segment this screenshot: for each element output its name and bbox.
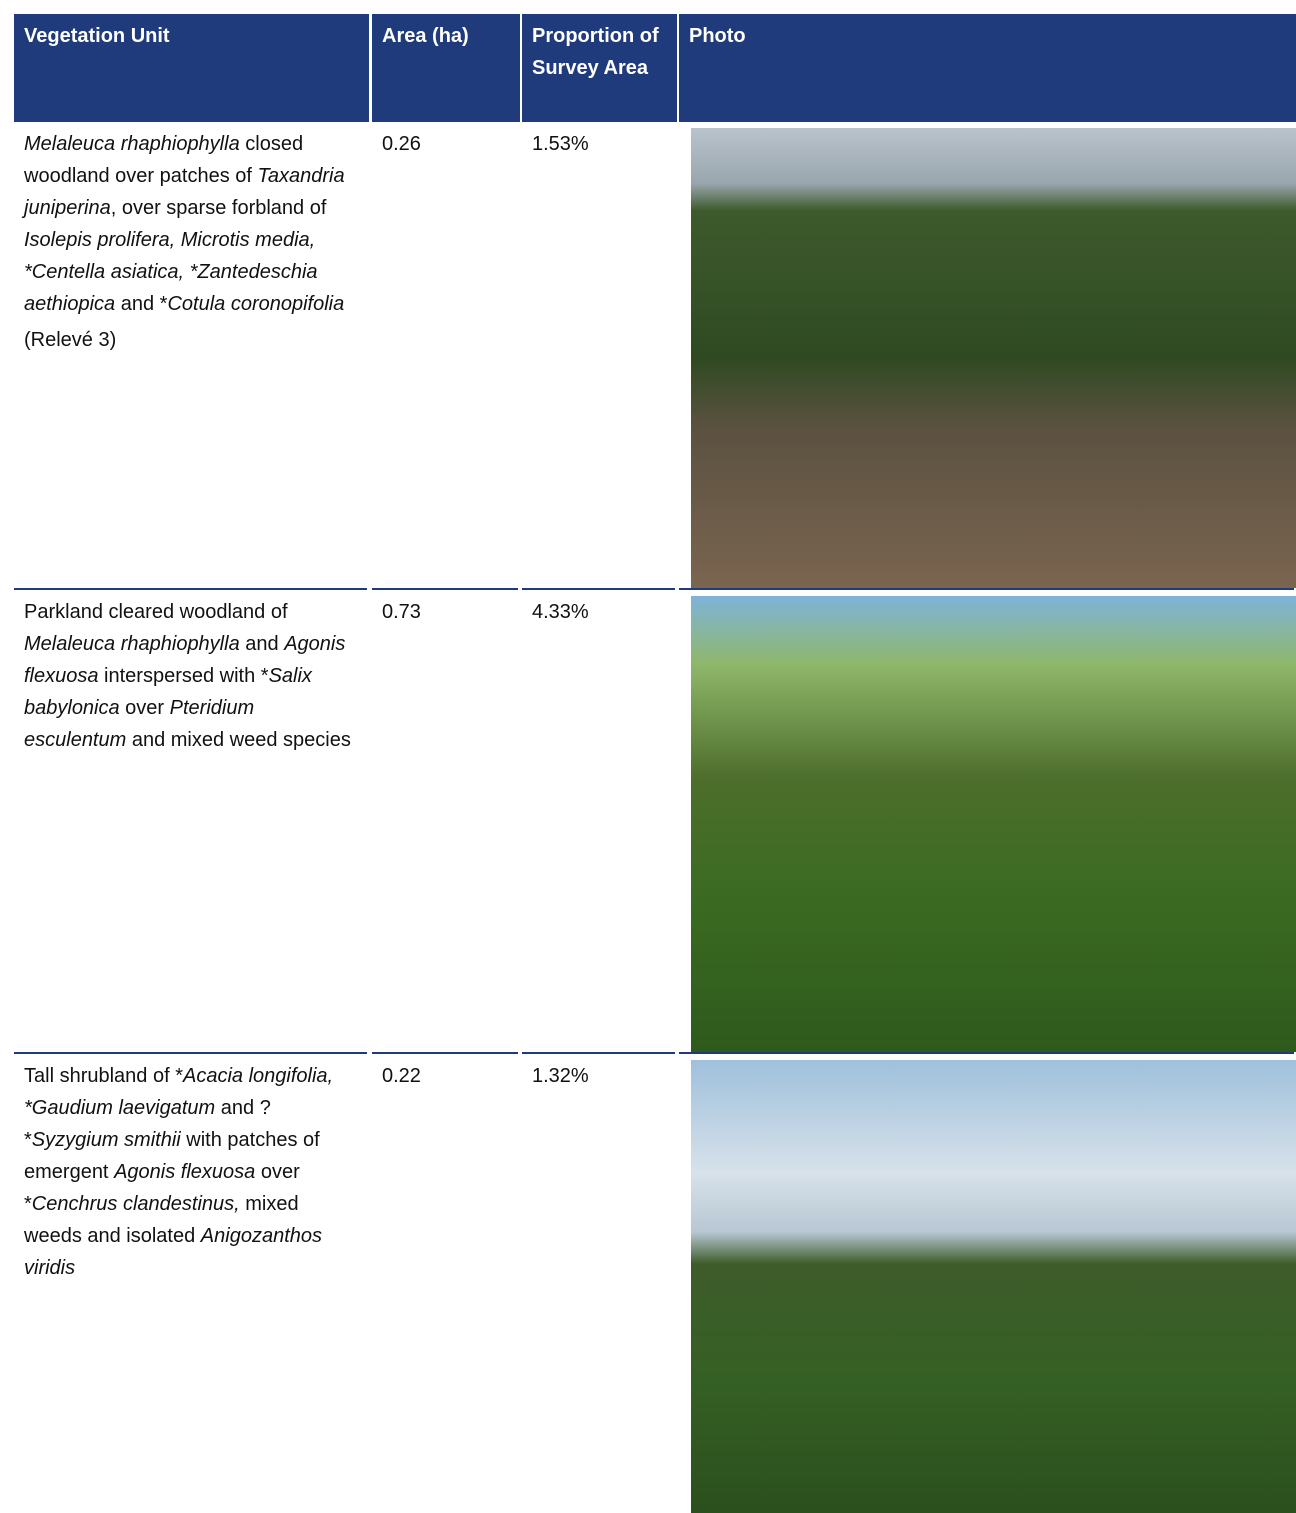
italic-run: Cenchrus clandestinus, [31, 1193, 240, 1215]
italic-run: Syzygium smithii [31, 1129, 181, 1151]
italic-run: Taxandria juniperina [24, 165, 345, 219]
area-cell: 0.73 [382, 601, 421, 623]
row-separator [14, 1052, 367, 1054]
italic-run: Salix babylonica [24, 665, 312, 719]
text-run: and mixed weed species [126, 729, 351, 751]
description-cell: Tall shrubland of *Acacia longifolia, *G… [14, 1054, 369, 1290]
text-run: , over sparse forbland of [110, 197, 327, 219]
proportion-cell: 4.33% [532, 601, 589, 623]
text-run: over [119, 697, 170, 719]
italic-run: Agonis flexuosa [24, 633, 346, 687]
text-run: Parkland cleared woodland of [24, 601, 288, 623]
row-separator [372, 1052, 518, 1054]
area-cell: 0.22 [382, 1065, 421, 1087]
text-run: Tall shrubland of * [24, 1065, 183, 1087]
header-cell: Photo [679, 14, 1296, 122]
description: Melaleuca rhaphiophylla closed woodland … [24, 128, 359, 320]
area-cell: 0.26 [382, 133, 421, 155]
italic-run: Isolepis prolifera, Microtis media, *Cen… [24, 229, 318, 315]
row-separator [679, 1052, 1294, 1054]
text-run: with patches of emergent [24, 1129, 320, 1183]
italic-run: Anigozanthos viridis [24, 1225, 322, 1279]
note: (Relevé 3) [24, 329, 117, 351]
row-separator [372, 588, 518, 590]
proportion-cell: 1.32% [532, 1065, 589, 1087]
photo [691, 1060, 1296, 1513]
text-run: closed woodland over patches of [24, 133, 304, 187]
row-separator [522, 1052, 675, 1054]
italic-run: Agonis flexuosa [114, 1161, 256, 1183]
text-run: over * [24, 1161, 300, 1215]
description: Parkland cleared woodland of Melaleuca r… [24, 596, 359, 756]
italic-run: Melaleuca rhaphiophylla [24, 633, 240, 655]
text-run: mixed weeds and isolated [24, 1193, 299, 1247]
italic-run: Melaleuca rhaphiophylla [24, 133, 240, 155]
text-run: and * [115, 293, 168, 315]
text-run: and ?* [24, 1097, 271, 1151]
description-cell: Parkland cleared woodland of Melaleuca r… [14, 590, 369, 762]
photo [691, 596, 1296, 1052]
italic-run: Acacia longifolia, *Gaudium laevigatum [24, 1065, 334, 1119]
italic-run: Cotula coronopifolia [167, 293, 345, 315]
header-cell: Area (ha) [372, 14, 520, 122]
header-cell: Proportion of Survey Area [522, 14, 677, 122]
description-cell: Melaleuca rhaphiophylla closed woodland … [14, 122, 369, 362]
row-separator [14, 588, 367, 590]
proportion-cell: 1.53% [532, 133, 589, 155]
row-separator [679, 588, 1294, 590]
italic-run: Pteridium esculentum [24, 697, 255, 751]
text-run: interspersed with * [98, 665, 269, 687]
photo [691, 128, 1296, 588]
description: Tall shrubland of *Acacia longifolia, *G… [24, 1060, 359, 1284]
header-cell: Vegetation Unit [14, 14, 369, 122]
text-run: and [239, 633, 285, 655]
row-separator [522, 588, 675, 590]
